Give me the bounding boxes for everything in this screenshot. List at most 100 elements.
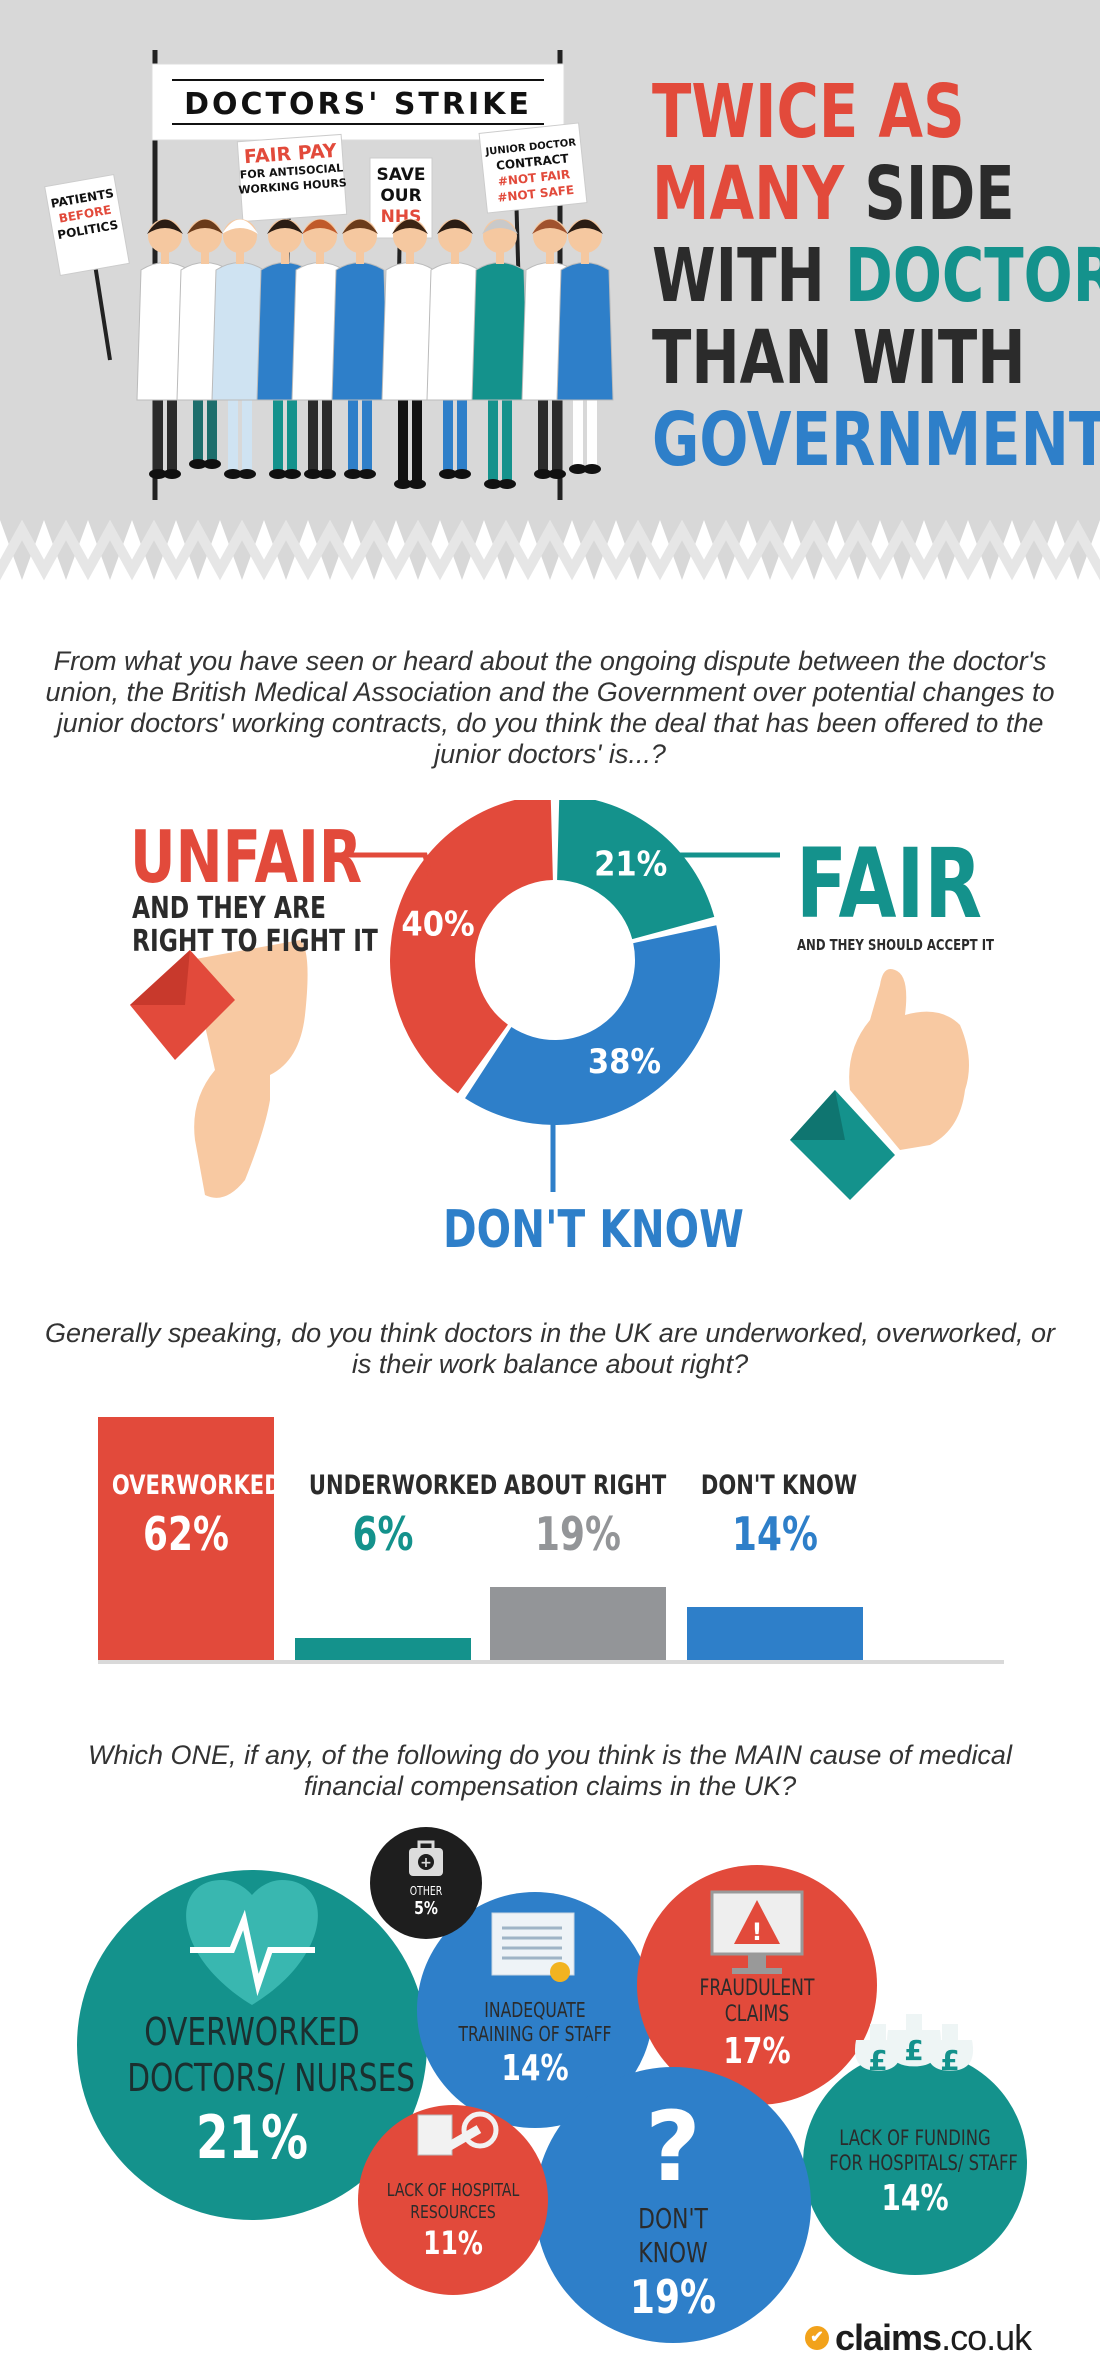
unfair-subtitle: AND THEY ARE RIGHT TO FIGHT IT [132, 892, 447, 958]
doctor-neck [201, 250, 209, 264]
doctor-neck [161, 250, 169, 264]
header-banner: DOCTORS' STRIKE PATIENTS BEFORE POLITICS FAI… [0, 0, 1100, 610]
bubble-category: FOR HOSPITALS/ STAFF [829, 2151, 1018, 2176]
doctor-leg [362, 390, 372, 470]
zigzag-teeth [0, 520, 1100, 580]
doctor-leg [573, 390, 583, 465]
headline-line-5: GOVERNMENT [652, 400, 1100, 482]
donut-slice [465, 925, 720, 1125]
doctor-leg [348, 390, 358, 470]
headline-word: SIDE [864, 151, 1015, 237]
bubble-value: 5% [414, 1898, 438, 1920]
dont-know-label: DON'T KNOW [443, 1200, 744, 1260]
zigzag-light [0, 520, 1100, 581]
doctor-leg [322, 390, 332, 470]
doctor-leg [167, 390, 177, 470]
doctor-coat [331, 262, 389, 401]
doctor-shoe [484, 479, 502, 489]
bubble-4 [803, 2051, 1027, 2275]
doctor-shoe [238, 469, 256, 479]
doctor-figure [521, 219, 579, 479]
bubble-category: OVERWORKED [144, 2010, 360, 2054]
bubble-category: INADEQUATE [484, 1998, 586, 2022]
doctor-hair [567, 219, 603, 234]
unfair-connector [330, 852, 433, 876]
money-bag [887, 2030, 941, 2067]
question-mark-icon: ? [645, 2091, 701, 2203]
bar-3 [490, 1586, 666, 1662]
doctor-hair [342, 219, 378, 234]
doctor-hair [147, 219, 183, 234]
doctor-shoe [224, 469, 242, 479]
bar-label-2: UNDERWORKED 6% [288, 1470, 497, 1561]
doctor-figure [426, 219, 484, 479]
claims-logo: ✔ claims .co.uk [805, 2317, 1032, 2358]
zigzag-divider [0, 520, 1100, 610]
doctor-leg [287, 390, 297, 470]
unfair-title: UNFAIR [130, 815, 363, 899]
bar-label-4: DON'T KNOW 14% [680, 1470, 870, 1561]
kit-handle [417, 1840, 435, 1852]
doctor-leg [207, 390, 217, 460]
doctor-shoe [453, 469, 471, 479]
bubble-category: TRAINING OF STAFF [458, 2022, 612, 2046]
banner-text: DOCTORS' STRIKE [184, 87, 532, 122]
doctor-neck [406, 250, 414, 264]
monitor-base [732, 1968, 782, 1974]
headline-line-2: MANY SIDE [652, 151, 1015, 237]
doctor-figure [331, 219, 389, 479]
doctor-leg [443, 390, 453, 470]
donut-value-label: 40% [401, 905, 474, 945]
logo-tld: .co.uk [941, 2317, 1032, 2358]
pound-sign: £ [940, 2044, 959, 2077]
thumb-cuff-shade [790, 1090, 845, 1140]
doctor-hair [532, 219, 568, 234]
bubble-value: 14% [501, 2048, 569, 2089]
bar-category: OVERWORKED [111, 1470, 282, 1501]
doctor-shoe [498, 479, 516, 489]
donut-value-label: 38% [588, 1042, 661, 1082]
question-3: Which ONE, if any, of the following do y… [88, 1740, 1012, 1801]
doctor-figure [211, 219, 269, 479]
question-1: From what you have seen or heard about t… [45, 646, 1055, 769]
warning-mark: ! [752, 1918, 763, 1946]
doctor-leg [242, 390, 252, 470]
doctor-leg [308, 390, 318, 470]
doctor-hair [302, 219, 338, 234]
savenhs-sign-line: SAVE [376, 165, 425, 185]
patients-sign-board [44, 174, 130, 276]
logo-word: claims [835, 2317, 942, 2358]
donut-chart: 21% 38% 40% [130, 800, 969, 1200]
doctor-leg [412, 390, 422, 480]
bubble-3 [637, 1865, 877, 2105]
doctor-shoe [358, 469, 376, 479]
monitor-stand [748, 1954, 766, 1968]
doctor-shoe [569, 464, 587, 474]
heart [186, 1880, 318, 2005]
doctor-neck [236, 250, 244, 264]
heartbeat-icon [186, 1880, 318, 2005]
doctor-shoe [318, 469, 336, 479]
bubble-value: 14% [881, 2178, 949, 2220]
doctor-shoe [304, 469, 322, 479]
check-icon: ✔ [805, 2326, 829, 2350]
bar-1 [98, 1417, 274, 1662]
doctor-neck [496, 250, 504, 264]
bubble-5 [535, 2067, 811, 2343]
doctor-shoe [149, 469, 167, 479]
bubble-category: LACK OF HOSPITAL [386, 2180, 520, 2201]
bar-chart: OVERWORKED 62% UNDERWORKED 6% ABOUT RIGHT 19%… [98, 1400, 1004, 1662]
unfair-subtitle-line-2: RIGHT TO FIGHT IT [132, 924, 378, 959]
doctor-shoe [163, 469, 181, 479]
syringe [440, 2125, 482, 2154]
headline-word: MANY [652, 151, 865, 237]
bubble-category: KNOW [638, 2235, 708, 2269]
doctor-hair [267, 219, 303, 234]
headline-word: WITH [652, 233, 845, 319]
bubble-value: 11% [423, 2224, 483, 2263]
bubble-category: LACK OF FUNDING [839, 2126, 991, 2150]
bubble-7 [370, 1827, 482, 1939]
